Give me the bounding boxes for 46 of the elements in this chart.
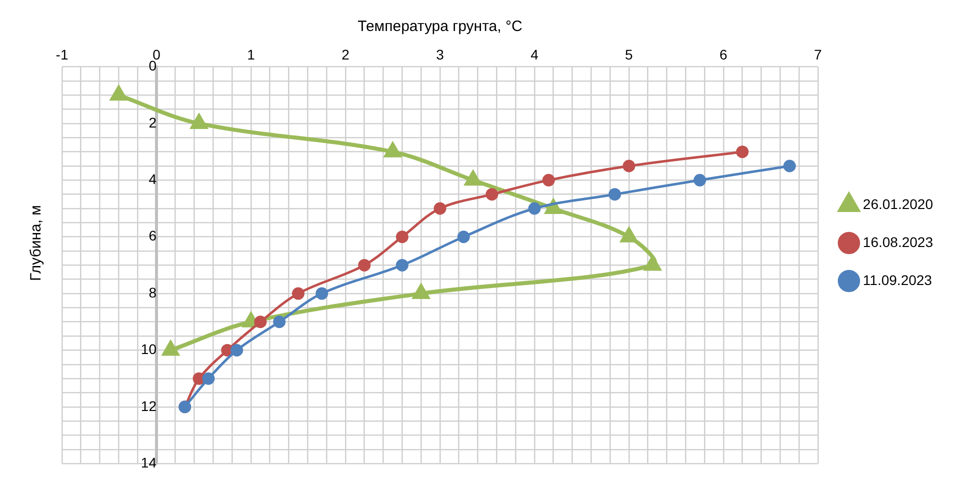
point: [292, 287, 304, 300]
point: [396, 230, 408, 244]
x-tick-label: -1: [56, 46, 68, 62]
y-tick-label: 2: [148, 114, 157, 130]
point: [622, 160, 636, 172]
point: [358, 258, 371, 272]
y-tick-label: 8: [148, 284, 157, 300]
point: [542, 174, 555, 186]
point: [273, 316, 286, 328]
point: [528, 202, 541, 215]
y-tick-label: 6: [148, 228, 157, 244]
point: [396, 258, 408, 272]
point: [110, 86, 127, 101]
legend-label: 16.08.2023: [862, 234, 934, 250]
point: [620, 228, 638, 242]
point: [254, 316, 267, 328]
x-tick-label: 1: [247, 46, 256, 62]
point: [202, 372, 215, 385]
y-tick-label: 4: [148, 171, 157, 188]
point: [316, 287, 328, 300]
x-tick-label: 7: [814, 46, 822, 62]
x-tick-label: 6: [720, 46, 728, 62]
y-tick-label: 14: [140, 454, 157, 470]
legend-label: 11.09.2023: [862, 272, 932, 288]
legend-label: 26.01.2020: [862, 196, 934, 212]
x-tick-label: 2: [342, 46, 350, 62]
point: [694, 174, 706, 186]
point: [608, 188, 622, 201]
point: [736, 146, 749, 158]
point: [190, 114, 208, 129]
point: [464, 171, 482, 186]
x-axis-title: Температура грунта, °C: [358, 18, 522, 36]
point: [434, 202, 446, 215]
y-tick-label: 10: [140, 341, 157, 358]
point: [384, 142, 401, 158]
point: [644, 256, 661, 271]
point: [486, 188, 498, 201]
point: [783, 160, 796, 172]
point: [413, 284, 430, 300]
x-tick-label: 3: [436, 46, 444, 62]
y-tick-label: 12: [140, 398, 157, 414]
x-tick-label: 5: [625, 46, 634, 62]
point: [230, 344, 244, 356]
x-tick-label: 4: [530, 46, 539, 62]
point: [457, 230, 470, 244]
y-axis-title: Глубина, м: [28, 205, 44, 281]
